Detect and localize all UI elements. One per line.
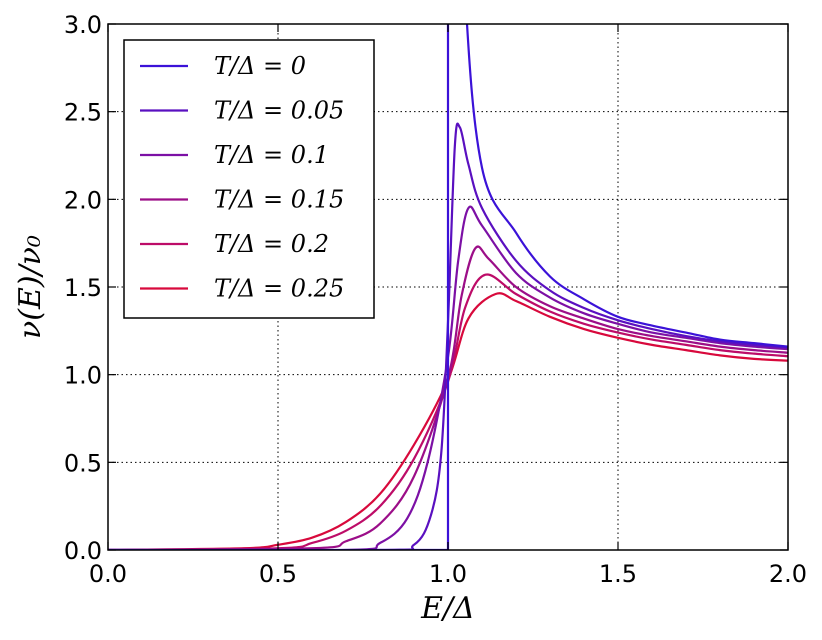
y-axis-label: ν(E)/ν₀ — [13, 235, 48, 339]
tick-layer: 0.0 0.5 1.0 1.5 2.0 0.0 0.5 1.0 1.5 2.0 2.5 3.0 — [64, 11, 807, 588]
x-tick-label: 1.0 — [429, 560, 467, 588]
legend-label: T/Δ = 0.05 — [214, 97, 344, 125]
y-tick-label: 2.0 — [64, 186, 102, 214]
y-tick-label: 2.5 — [64, 99, 102, 127]
legend-label: T/Δ = 0.25 — [214, 275, 344, 303]
series-line — [108, 292, 788, 550]
x-axis-label: E/Δ — [420, 591, 475, 626]
y-tick-label: 3.0 — [64, 11, 102, 39]
legend-label: T/Δ = 0 — [214, 52, 306, 80]
series-line — [108, 273, 788, 550]
legend-label: T/Δ = 0.15 — [214, 186, 344, 214]
x-tick-label: 0.5 — [259, 560, 297, 588]
legend-box — [123, 39, 375, 319]
x-tick-label: 0.0 — [89, 560, 127, 588]
x-tick-label: 1.5 — [599, 560, 637, 588]
legend: T/Δ = 0 T/Δ = 0.05 T/Δ = 0.1 T/Δ = 0.15 T/Δ … — [123, 39, 375, 319]
series-layer — [108, 24, 788, 550]
y-tick-label: 1.5 — [64, 274, 102, 302]
y-tick-label: 1.0 — [64, 362, 102, 390]
y-tick-label: 0.5 — [64, 449, 102, 477]
series-line — [108, 205, 788, 550]
x-tick-label: 2.0 — [769, 560, 807, 588]
series-line — [108, 245, 788, 550]
series-line — [108, 24, 788, 550]
series-line — [108, 122, 788, 550]
legend-label: T/Δ = 0.1 — [214, 141, 329, 169]
legend-label: T/Δ = 0.2 — [214, 230, 329, 258]
y-tick-label: 0.0 — [64, 537, 102, 565]
